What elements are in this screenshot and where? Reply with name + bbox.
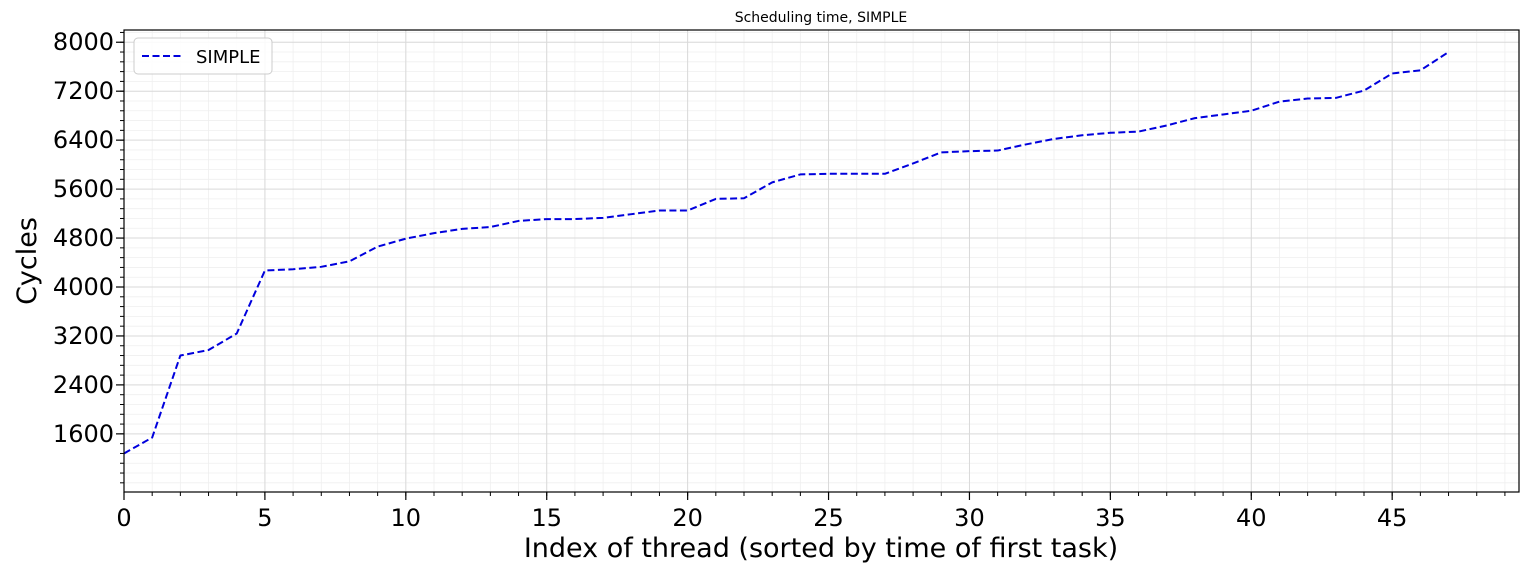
y-axis: 1600 2400 3200 4000 4800 5600 6400 7200 8000 [53,28,124,484]
y-tick-label: 7200 [53,77,114,105]
x-tick-label: 5 [257,504,272,532]
series-layer [123,51,1450,455]
y-tick-label: 6400 [53,126,114,154]
x-tick-label: 40 [1236,504,1267,532]
x-tick-label: 10 [391,504,422,532]
x-tick-label: 35 [1095,504,1126,532]
y-tick-label: 1600 [53,420,114,448]
x-tick-label: 15 [531,504,562,532]
major-grid [123,30,1519,492]
y-tick-label: 8000 [53,28,114,56]
y-tick-label: 5600 [53,175,114,203]
y-tick-label: 2400 [53,371,114,399]
legend-box [133,37,273,75]
series-line-simple [123,51,1450,455]
x-tick-label: 0 [116,504,131,532]
x-tick-label: 25 [813,504,844,532]
legend-label-simple: SIMPLE [196,47,261,68]
x-tick-label: 30 [954,504,985,532]
y-axis-label: Cycles [12,217,43,305]
chart-title: Scheduling time, SIMPLE [735,10,908,26]
y-tick-label: 3200 [53,322,114,350]
x-tick-label: 20 [672,504,703,532]
x-tick-label: 45 [1377,504,1408,532]
y-tick-label: 4800 [53,224,114,252]
legend[interactable]: SIMPLE [133,37,273,75]
y-tick-label: 4000 [53,273,114,301]
x-axis-label: Index of thread (sorted by time of first… [524,533,1118,564]
x-axis: 0 5 10 15 20 25 30 35 40 45 [116,492,1506,532]
plot-frame [123,29,1520,493]
